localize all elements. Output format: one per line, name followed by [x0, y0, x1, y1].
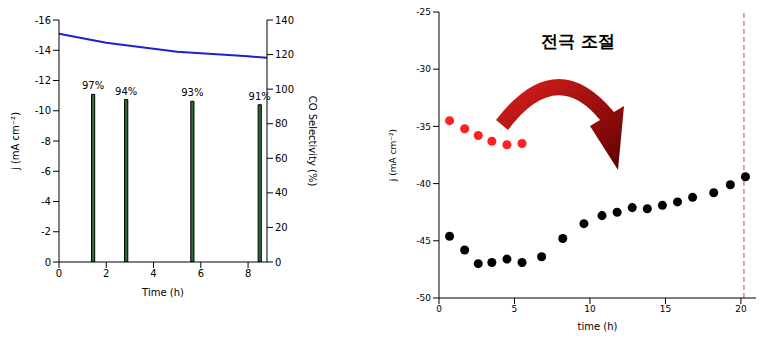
html-text:전극 조절: 전극 조절 — [541, 31, 615, 51]
svg-text:0: 0 — [45, 257, 51, 268]
svg-text:-35: -35 — [416, 122, 431, 132]
svg-text:20: 20 — [735, 304, 747, 314]
svg-text:0: 0 — [56, 268, 62, 279]
svg-text:time (h): time (h) — [578, 321, 618, 332]
svg-text:97%: 97% — [82, 80, 104, 91]
svg-text:15: 15 — [660, 304, 671, 314]
svg-text:80: 80 — [275, 118, 288, 129]
svg-text:-4: -4 — [41, 196, 51, 207]
svg-text:-30: -30 — [416, 64, 431, 74]
svg-text:-14: -14 — [35, 45, 51, 56]
svg-text:0: 0 — [275, 257, 281, 268]
svg-text:140: 140 — [275, 15, 294, 26]
svg-text:-12: -12 — [35, 75, 51, 86]
svg-text:40: 40 — [275, 187, 288, 198]
svg-text:60: 60 — [275, 153, 288, 164]
svg-text:-40: -40 — [416, 179, 431, 189]
svg-text:-45: -45 — [416, 236, 431, 246]
svg-text:j (mA cm⁻²): j (mA cm⁻²) — [388, 129, 398, 182]
svg-text:120: 120 — [275, 49, 294, 60]
svg-text:Time (h): Time (h) — [141, 287, 184, 298]
svg-text:0: 0 — [436, 304, 442, 314]
svg-text:-2: -2 — [41, 226, 51, 237]
svg-text:-6: -6 — [41, 166, 51, 177]
svg-text:4: 4 — [150, 268, 156, 279]
svg-text:93%: 93% — [181, 87, 203, 98]
svg-text:5: 5 — [512, 304, 518, 314]
svg-text:20: 20 — [275, 222, 288, 233]
svg-text:-25: -25 — [416, 8, 431, 17]
svg-text:-10: -10 — [35, 105, 51, 116]
svg-text:-8: -8 — [41, 136, 51, 147]
svg-text:10: 10 — [584, 304, 596, 314]
svg-text:-16: -16 — [35, 15, 51, 26]
svg-text:94%: 94% — [115, 86, 137, 97]
svg-text:2: 2 — [103, 268, 109, 279]
svg-text:-50: -50 — [416, 293, 431, 303]
svg-text:91%: 91% — [249, 91, 271, 102]
svg-text:6: 6 — [198, 268, 204, 279]
svg-text:CO Selectivity (%): CO Selectivity (%) — [307, 96, 318, 187]
svg-text:100: 100 — [275, 84, 294, 95]
svg-text:8: 8 — [245, 268, 251, 279]
svg-text:j (mA cm⁻²): j (mA cm⁻²) — [10, 112, 21, 171]
